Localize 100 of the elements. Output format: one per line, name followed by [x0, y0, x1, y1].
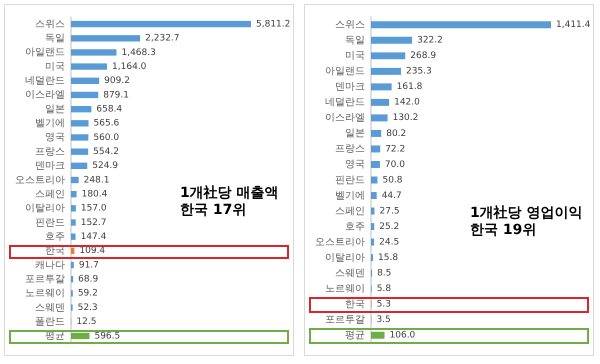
bar — [371, 208, 375, 215]
data-label: 3.5 — [376, 315, 391, 326]
data-label: 27.5 — [380, 206, 400, 216]
y-tick-label: 영국 — [345, 159, 365, 170]
bar — [71, 49, 116, 56]
data-label: 25.2 — [379, 222, 400, 232]
y-tick-label: 한국 — [345, 298, 365, 310]
data-label: 1,411.4 — [556, 20, 591, 30]
y-tick-label: 일본 — [45, 104, 65, 115]
data-label: 152.7 — [80, 218, 106, 228]
bar — [371, 114, 388, 122]
data-label: 554.2 — [93, 146, 119, 157]
y-tick-label: 캐나다 — [35, 260, 65, 271]
annotation: 1개社당 영업이익 한국 19위 — [470, 205, 583, 239]
data-label: 12.5 — [76, 317, 96, 328]
bar — [371, 145, 380, 152]
y-tick-label: 네덜란드 — [25, 76, 65, 87]
bar — [371, 332, 385, 339]
data-label: 70.0 — [384, 160, 406, 170]
y-tick-label: 독일 — [45, 33, 65, 44]
y-tick-label: 오스트리아 — [315, 236, 365, 248]
y-tick-label: 스웨덴 — [35, 302, 65, 314]
bar — [71, 35, 140, 42]
data-label: 24.5 — [379, 237, 400, 248]
bar — [71, 78, 100, 84]
data-label: 235.3 — [406, 66, 432, 77]
data-label: 147.4 — [80, 232, 107, 242]
data-label: 72.2 — [385, 144, 406, 154]
data-label: 322.2 — [417, 36, 443, 46]
bar — [71, 190, 77, 198]
y-tick-label: 폴란드 — [35, 316, 65, 328]
y-tick-label: 영국 — [45, 132, 65, 144]
y-tick-label: 덴마크 — [35, 160, 65, 172]
bar — [71, 176, 79, 184]
bar — [71, 162, 88, 170]
data-label: 879.1 — [103, 90, 129, 100]
bar — [371, 160, 380, 168]
data-label: 1,164.0 — [112, 62, 147, 72]
y-tick-label: 호주 — [45, 231, 65, 242]
data-label: 8.5 — [377, 268, 392, 278]
y-tick-label: 핀란드 — [35, 217, 65, 228]
data-label: 2,232.7 — [145, 34, 180, 44]
bar — [71, 234, 76, 240]
bar — [371, 176, 378, 184]
data-label: 68.9 — [78, 274, 98, 285]
bar — [371, 223, 374, 230]
y-tick-label: 노르웨이 — [25, 288, 65, 300]
data-label: 909.2 — [104, 76, 130, 86]
bar — [71, 106, 92, 112]
y-tick-label: 독일 — [345, 35, 365, 46]
data-label: 560.0 — [93, 132, 120, 143]
data-label: 52.3 — [78, 302, 98, 313]
y-tick-label: 이스라엘 — [25, 90, 65, 101]
data-label: 268.9 — [410, 51, 436, 62]
y-tick-label: 아일랜드 — [325, 66, 365, 78]
y-tick-label: 핀란드 — [335, 174, 365, 186]
y-tick-label: 이탈리아 — [325, 252, 365, 264]
data-label: 91.7 — [78, 260, 99, 270]
data-label: 80.2 — [386, 128, 406, 139]
data-label: 1,468.3 — [121, 48, 156, 58]
data-label: 180.4 — [82, 190, 108, 200]
y-tick-label: 일본 — [345, 128, 365, 140]
y-tick-label: 프랑스 — [35, 146, 65, 158]
data-label: 44.7 — [382, 190, 402, 201]
y-tick-label: 스위스 — [35, 18, 65, 30]
y-tick-label: 미국 — [345, 50, 365, 62]
bar — [71, 248, 74, 254]
data-label: 130.2 — [392, 113, 418, 124]
y-tick-label: 스웨덴 — [335, 268, 365, 279]
y-tick-label: 미국 — [45, 61, 65, 72]
y-tick-label: 프랑스 — [335, 144, 365, 155]
bar — [71, 134, 88, 141]
y-tick-label: 호주 — [345, 221, 365, 232]
data-label: 658.4 — [96, 104, 122, 114]
y-tick-label: 벨기에 — [335, 190, 365, 202]
data-label: 106.0 — [390, 330, 416, 341]
y-tick-label: 이스라엘 — [325, 112, 365, 124]
bar — [71, 63, 108, 70]
data-label: 5.3 — [376, 300, 392, 310]
y-tick-label: 아일랜드 — [25, 47, 65, 58]
bar — [371, 68, 402, 75]
data-label: 50.8 — [382, 175, 403, 186]
y-tick-label: 스위스 — [335, 20, 365, 31]
bar — [71, 148, 88, 155]
bar — [71, 92, 98, 98]
bar — [71, 120, 89, 126]
data-label: 5.8 — [376, 284, 392, 294]
data-label: 524.9 — [92, 161, 118, 172]
y-tick-label: 네덜란드 — [325, 97, 365, 108]
y-tick-label: 스페인 — [35, 188, 65, 200]
y-tick-label: 스페인 — [335, 206, 365, 217]
bar — [371, 98, 390, 106]
bar — [371, 192, 377, 200]
y-tick-label: 포르투갈 — [25, 274, 65, 285]
y-tick-label: 벨기에 — [35, 118, 65, 130]
data-label: 248.1 — [84, 175, 110, 186]
bar — [371, 21, 551, 28]
bar — [71, 262, 74, 268]
data-label: 596.5 — [94, 331, 120, 342]
y-tick-label: 평균 — [345, 330, 365, 341]
